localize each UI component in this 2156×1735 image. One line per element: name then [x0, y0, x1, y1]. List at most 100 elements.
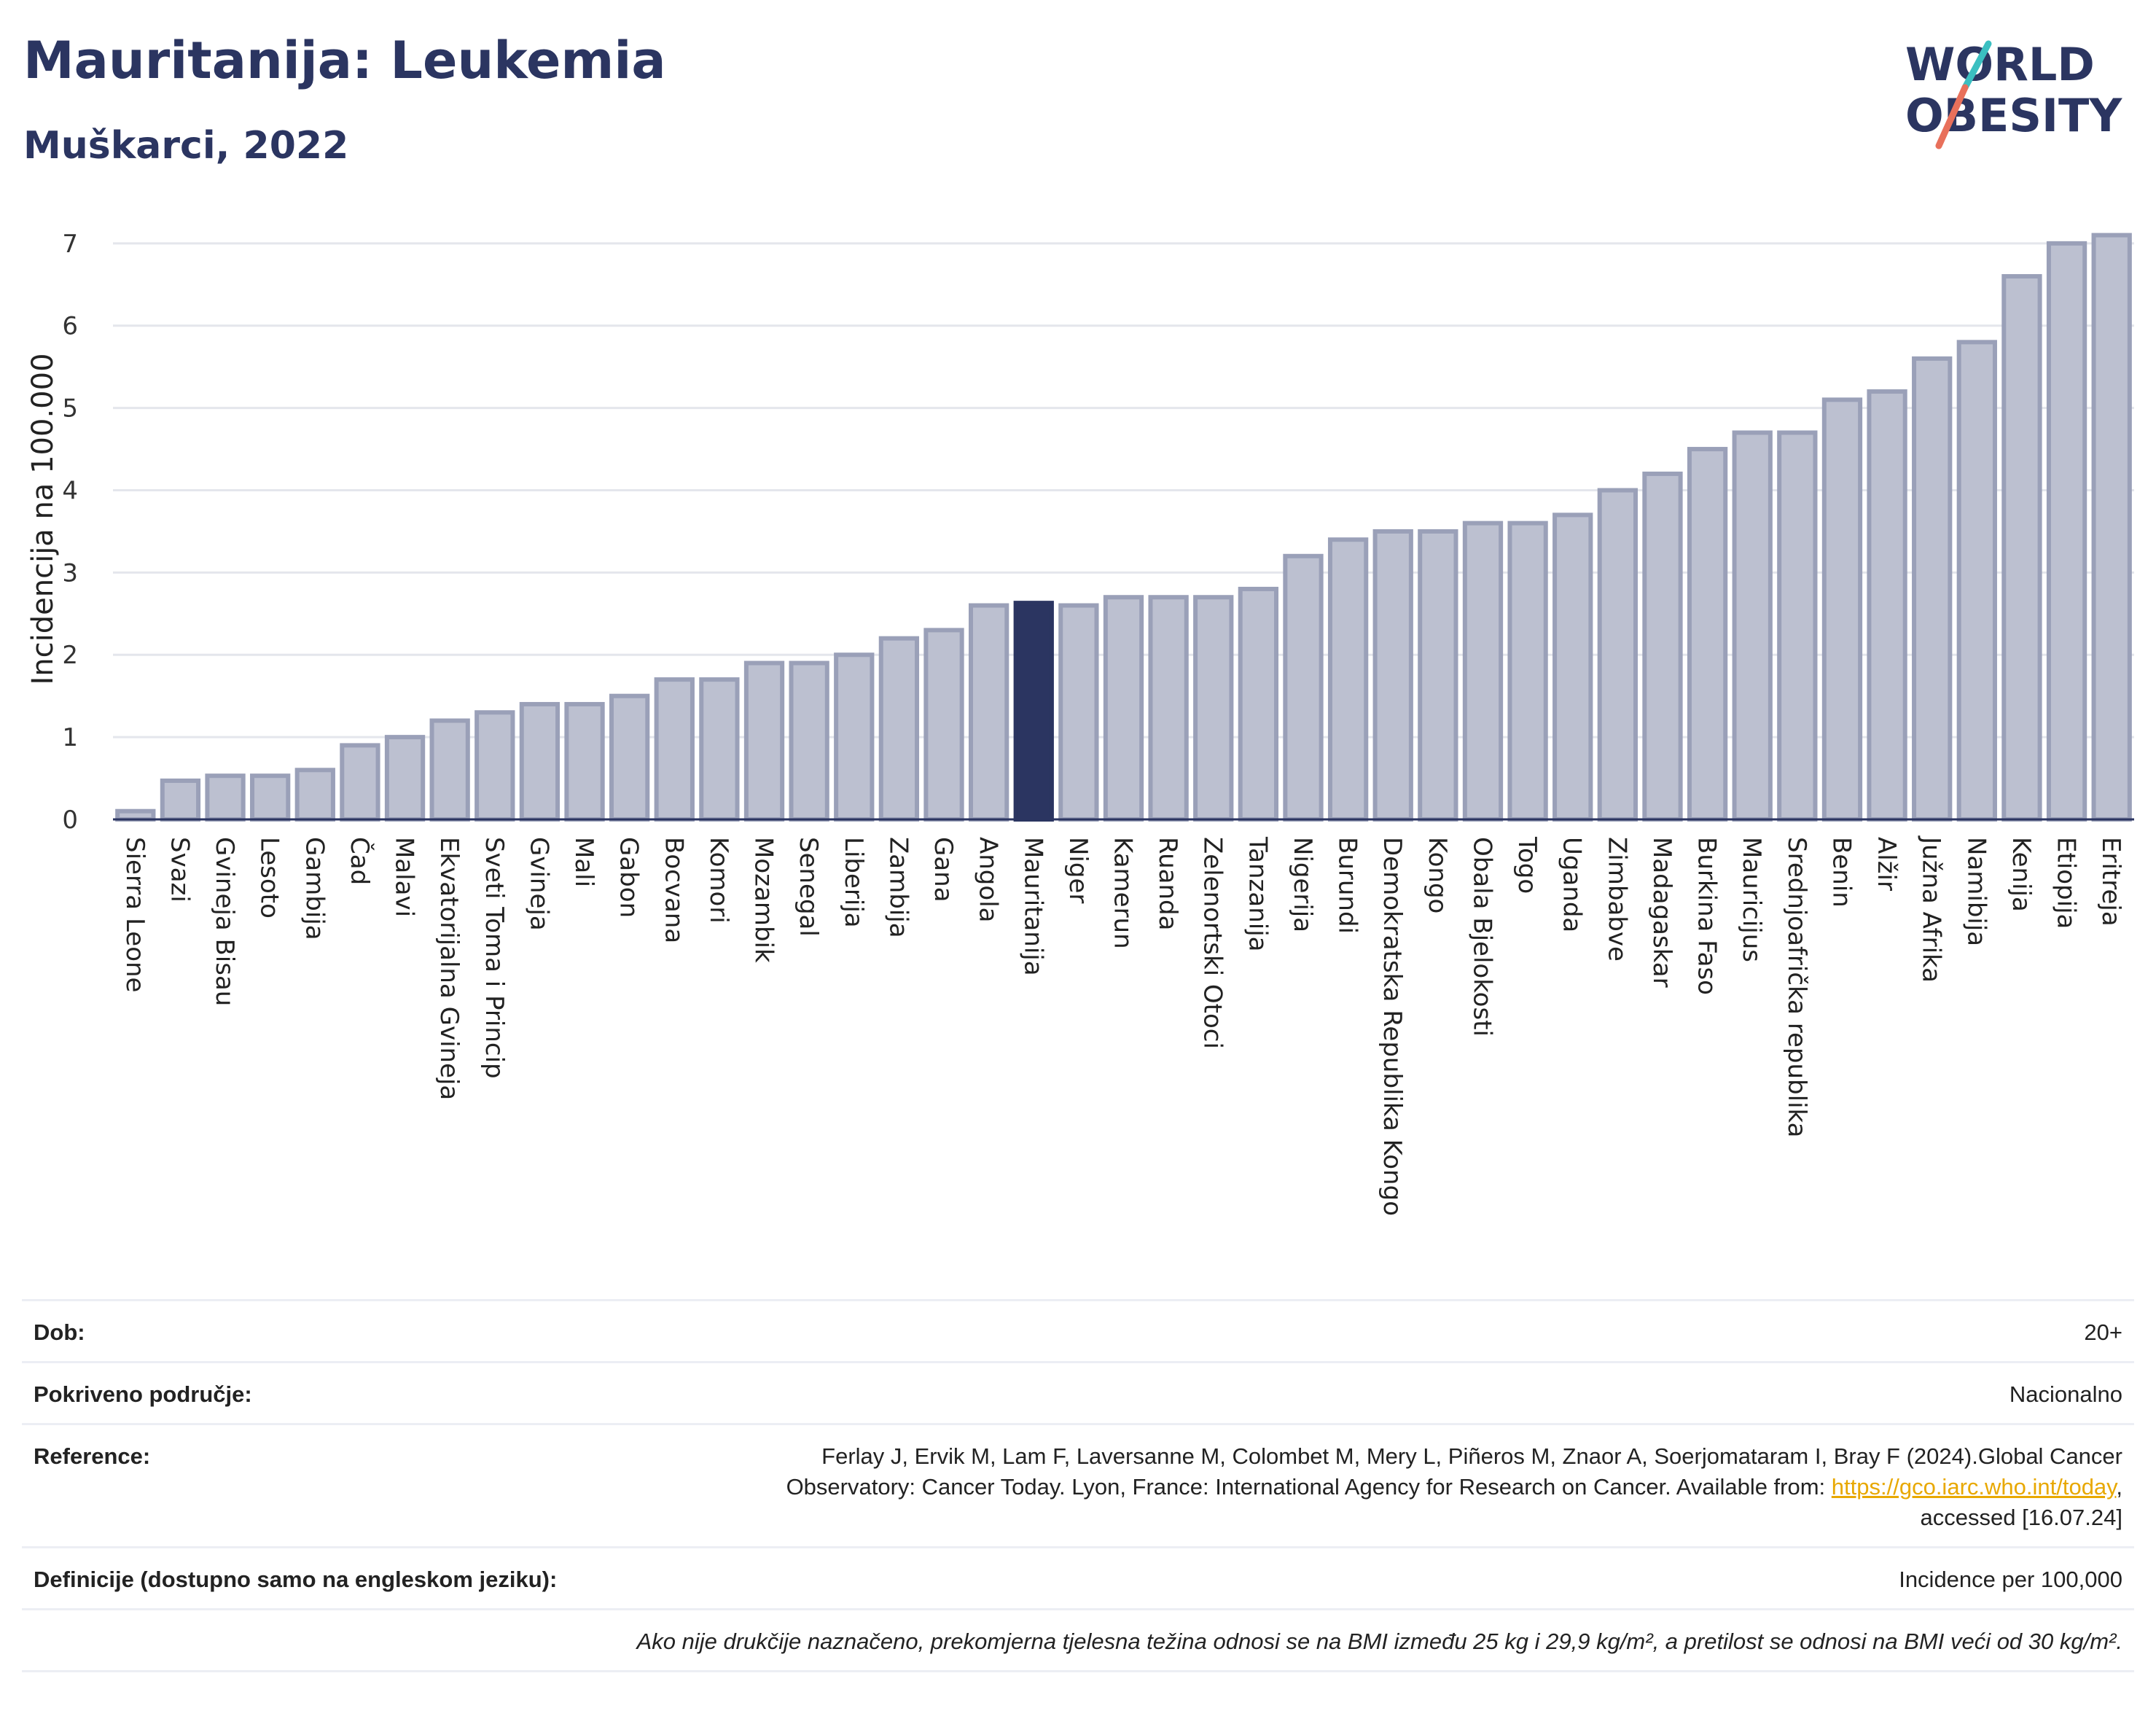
page-subtitle: Muškarci, 2022 — [23, 124, 349, 168]
coverage-label: Pokriveno područje: — [34, 1381, 252, 1407]
bar — [519, 701, 561, 822]
meta-row-definitions: Definicije (dostupno samo na engleskom j… — [22, 1546, 2134, 1608]
x-tick-label: Gana — [929, 837, 958, 902]
bar — [1058, 603, 1099, 822]
reference-text-1: Ferlay J, Ervik M, Lam F, Laversanne M, … — [821, 1443, 2122, 1469]
bar — [294, 768, 335, 822]
bar — [1507, 520, 1548, 822]
bar — [1327, 537, 1369, 822]
y-tick-label: 2 — [62, 641, 78, 670]
bar — [699, 677, 740, 822]
bar — [1238, 586, 1279, 822]
meta-row-note: Ako nije drukčije naznačeno, prekomjerna… — [22, 1608, 2134, 1672]
x-tick-label: Obala Bjelokosti — [1467, 837, 1496, 1037]
x-tick-label: Nigerija — [1288, 837, 1317, 932]
bar — [654, 677, 695, 822]
x-tick-label: Bocvana — [659, 837, 688, 943]
x-tick-label: Uganda — [1558, 837, 1587, 932]
bar — [340, 743, 380, 822]
x-tick-label: Malavi — [390, 837, 419, 917]
bar — [834, 652, 875, 822]
x-tick-label: Gvineja — [524, 837, 553, 931]
y-tick-label: 0 — [62, 806, 78, 835]
bar — [1283, 553, 1324, 822]
x-tick-label: Mali — [569, 837, 598, 887]
logo-slash-coral — [1935, 84, 1969, 149]
bar — [789, 660, 829, 822]
x-tick-label: Burkina Faso — [1692, 837, 1722, 995]
x-tick-label: Mozambik — [749, 837, 778, 963]
x-tick-label: Gvineja Bisau — [210, 837, 239, 1006]
bar — [1193, 595, 1234, 822]
x-tick-label: Sveti Toma i Princip — [480, 837, 509, 1079]
reference-link[interactable]: https://gco.iarc.who.int/today — [1831, 1474, 2117, 1500]
x-tick-label: Čad — [345, 837, 375, 885]
bar — [429, 718, 470, 822]
world-obesity-logo: WORLD OBESITY — [1905, 38, 2122, 149]
bar — [2046, 241, 2087, 822]
x-tick-label: Burundi — [1333, 837, 1362, 934]
page-title: Mauritanija: Leukemia — [23, 31, 666, 90]
x-tick-label: Gambija — [300, 837, 329, 940]
bar — [1642, 471, 1683, 822]
x-tick-label: Kamerun — [1109, 837, 1138, 949]
bar — [1956, 340, 1997, 822]
meta-row-reference: Reference: Ferlay J, Ervik M, Lam F, Lav… — [22, 1423, 2134, 1546]
reference-label: Reference: — [34, 1443, 151, 1469]
x-tick-label: Mauritanija — [1018, 837, 1047, 976]
reference-text-3: accessed [16.07.24] — [1920, 1505, 2122, 1530]
bar — [1867, 389, 1907, 822]
x-tick-label: Niger — [1063, 837, 1093, 903]
x-tick-label: Eritreja — [2096, 837, 2125, 927]
bar — [2001, 274, 2042, 822]
x-tick-label: Lesoto — [255, 837, 284, 919]
bar — [968, 603, 1009, 822]
x-tick-label: Namibija — [1961, 837, 1991, 946]
bar-chart: 0 1 2 3 4 5 6 7 Incidencija na 100.000 Sierra Leo… — [26, 230, 2134, 1216]
x-tick-label: Svazi — [165, 837, 194, 902]
bar — [609, 693, 650, 822]
bar — [1687, 447, 1728, 822]
reference-text-2: Observatory: Cancer Today. Lyon, France:… — [786, 1474, 1826, 1500]
logo-slash-teal — [1961, 40, 1992, 91]
x-tick-label: Zelenortski Otoci — [1198, 837, 1227, 1049]
bar — [1462, 520, 1504, 822]
x-tick-label: Alžir — [1872, 837, 1901, 891]
meta-row-coverage: Pokriveno područje: Nacionalno — [22, 1361, 2134, 1423]
bar — [384, 735, 426, 822]
y-tick-label: 6 — [62, 312, 78, 341]
x-tick-label: Ruanda — [1153, 837, 1182, 930]
x-tick-label: Zimbabve — [1602, 837, 1631, 962]
x-tick-label: Južna Afrika — [1917, 835, 1946, 983]
x-tick-label: Benin — [1827, 837, 1856, 908]
x-tick-label: Liberija — [839, 837, 868, 928]
bar — [1013, 601, 1054, 822]
x-tick-label: Angola — [974, 837, 1003, 922]
x-tick-label: Demokratska Republika Kongo — [1378, 837, 1407, 1216]
bar — [1821, 397, 1863, 822]
bar — [1103, 595, 1144, 822]
footnote: Ako nije drukčije naznačeno, prekomjerna… — [636, 1629, 2122, 1654]
x-tick-label: Sierra Leone — [120, 837, 149, 992]
y-tick-label: 4 — [62, 476, 78, 505]
x-tick-label: Kenija — [2007, 837, 2036, 912]
definitions-label: Definicije (dostupno samo na engleskom j… — [34, 1567, 558, 1592]
bar — [1418, 529, 1458, 822]
bar — [878, 636, 920, 822]
bar — [1732, 430, 1773, 822]
y-axis-label: Incidencija na 100.000 — [26, 353, 60, 685]
bar — [250, 773, 291, 822]
bar — [1552, 512, 1593, 822]
bar — [205, 773, 246, 822]
coverage-value: Nacionalno — [2009, 1381, 2122, 1407]
age-label: Dob: — [34, 1319, 85, 1345]
bar — [1912, 356, 1953, 822]
x-tick-label: Zambija — [883, 837, 913, 938]
bar — [923, 628, 964, 822]
bar — [1372, 529, 1413, 822]
x-tick-label: Etiopija — [2052, 837, 2081, 929]
bar — [160, 778, 201, 822]
y-tick-label: 5 — [62, 394, 78, 424]
bar — [1148, 595, 1189, 822]
x-tick-label: Kongo — [1423, 837, 1452, 913]
